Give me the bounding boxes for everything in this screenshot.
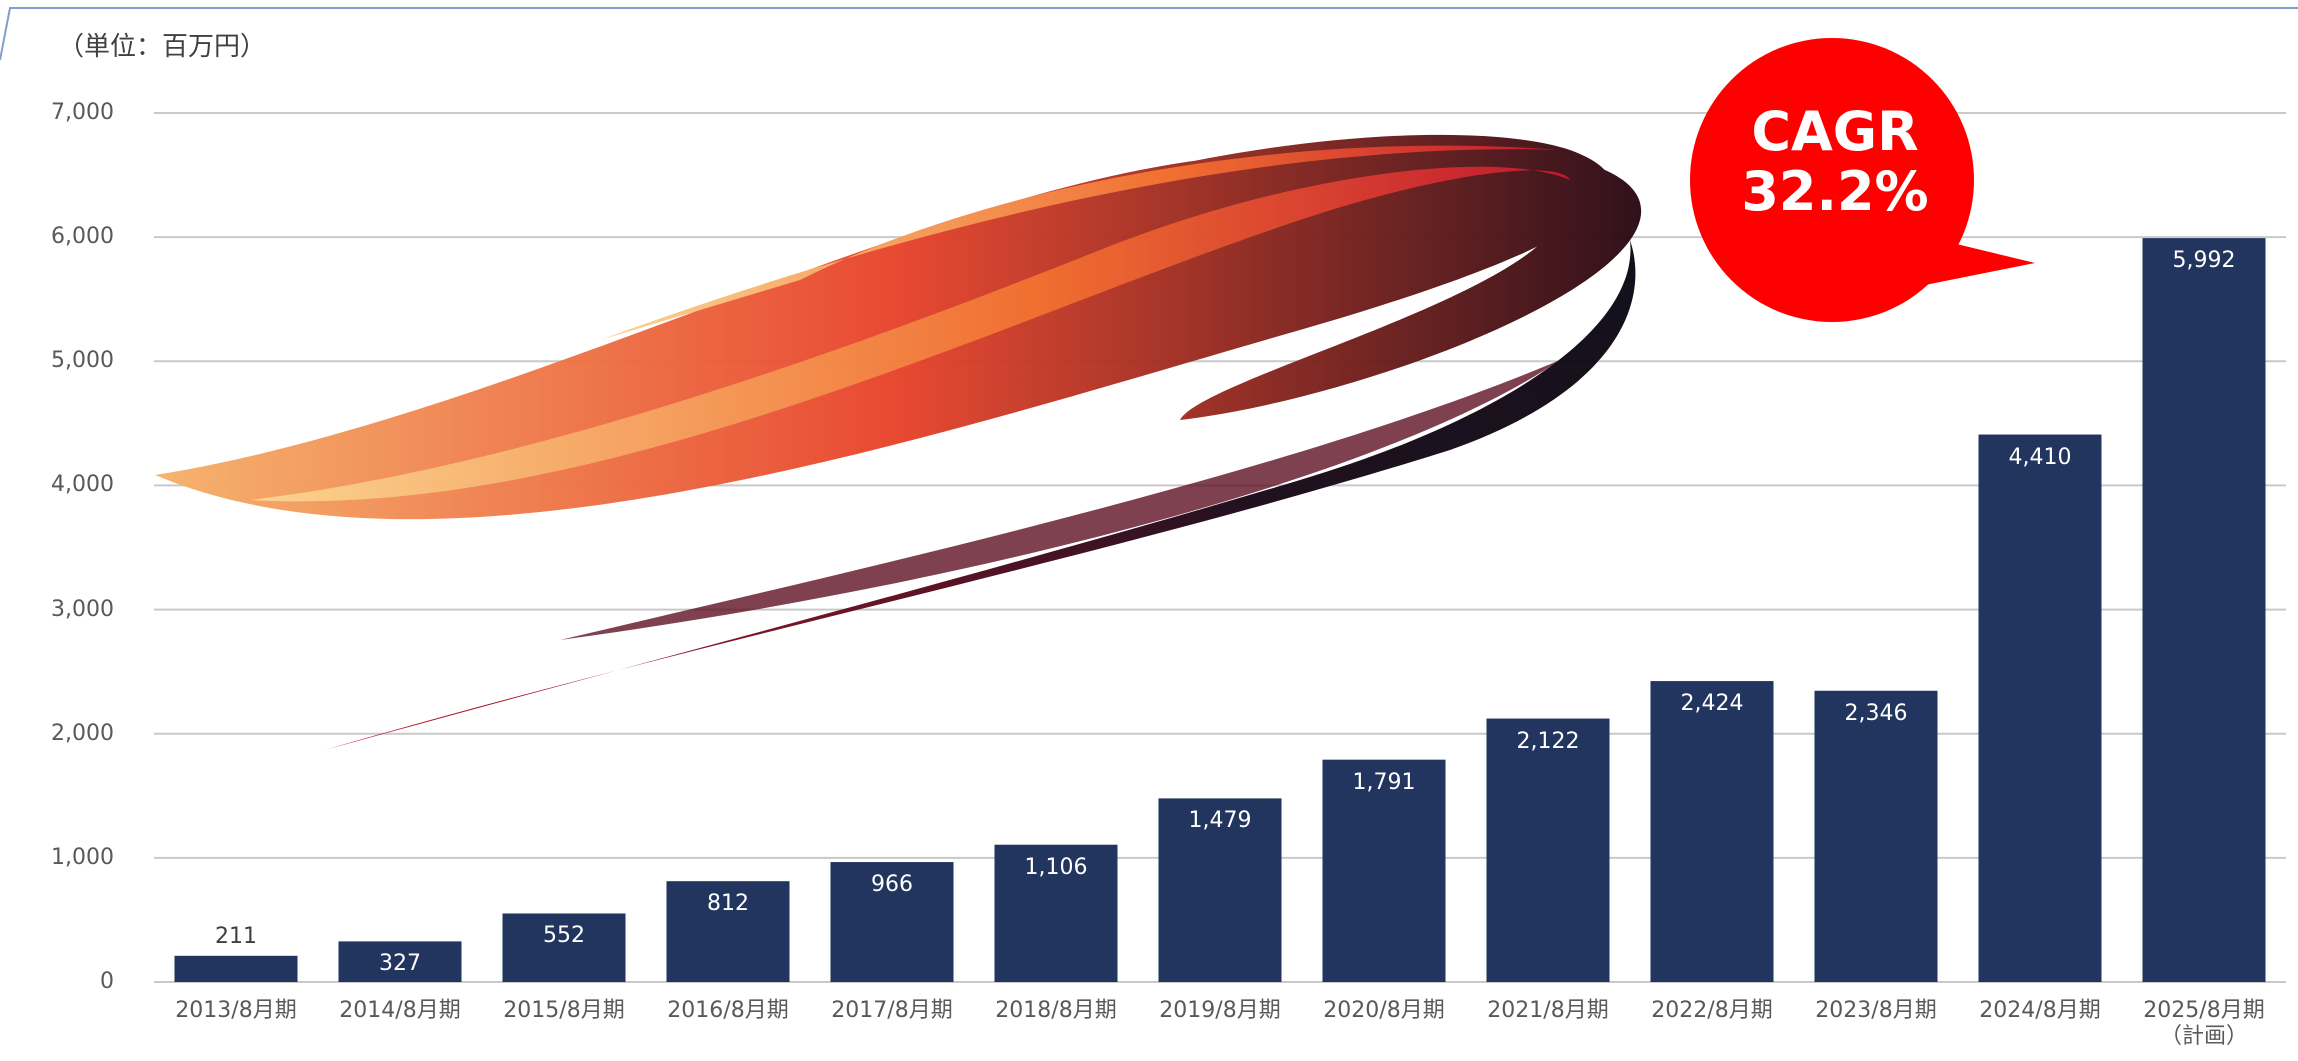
bubble-tail <box>1900 240 2035 290</box>
value-label: 1,791 <box>1352 769 1416 795</box>
bar <box>1158 798 1282 982</box>
y-tick-label: 0 <box>100 969 114 994</box>
y-tick-label: 5,000 <box>51 348 114 374</box>
unit-label: （単位：百万円） <box>58 32 267 62</box>
y-tick-label: 2,000 <box>51 720 114 746</box>
y-tick-label: 7,000 <box>51 100 114 125</box>
bar <box>338 941 462 982</box>
value-label: 1,106 <box>1024 854 1088 880</box>
x-tick-label: 2022/8月期 <box>1651 998 1773 1023</box>
value-label: 812 <box>707 891 749 917</box>
x-tick-label: 2014/8月期 <box>339 998 461 1023</box>
x-tick-label: 2015/8月期 <box>503 998 625 1023</box>
bar <box>1486 718 1610 982</box>
bar <box>1322 759 1446 982</box>
bar <box>994 844 1118 982</box>
bar <box>2142 238 2266 983</box>
value-label: 5,992 <box>2172 248 2236 274</box>
frame-line <box>0 7 2298 61</box>
y-tick-label: 6,000 <box>51 224 114 250</box>
x-tick-label: 2020/8月期 <box>1323 998 1445 1023</box>
bar <box>666 881 790 982</box>
y-tick-label: 3,000 <box>51 596 114 622</box>
value-label: 2,122 <box>1516 728 1580 754</box>
y-tick-label: 4,000 <box>51 472 114 498</box>
x-tick-label: 2018/8月期 <box>995 998 1117 1023</box>
bar <box>502 913 626 982</box>
x-tick-label: 2023/8月期 <box>1815 998 1937 1023</box>
bar <box>1978 434 2102 982</box>
swirl-band <box>155 134 1642 520</box>
swirl-band <box>250 166 1570 502</box>
value-label: 966 <box>871 872 913 898</box>
cagr-bubble <box>1690 38 2035 322</box>
bar <box>1650 681 1774 982</box>
x-tick-label: 2024/8月期 <box>1979 998 2101 1023</box>
decoration <box>155 134 1642 750</box>
x-tick-label: 2017/8月期 <box>831 998 953 1023</box>
bar <box>1814 690 1938 982</box>
bar <box>830 862 954 982</box>
x-tick-label: 2013/8月期 <box>175 998 297 1023</box>
x-tick-label: 2025/8月期 （計画） <box>2143 998 2265 1049</box>
value-label: 2,424 <box>1680 691 1744 717</box>
value-label: 327 <box>379 951 421 977</box>
x-tick-label: 2019/8月期 <box>1159 998 1281 1023</box>
value-label: 552 <box>543 923 585 949</box>
annotation: CAGR 32.2% <box>1741 100 1929 223</box>
y-tick-label: 1,000 <box>51 844 114 870</box>
x-tick-label: 2021/8月期 <box>1487 998 1609 1023</box>
value-label: 211 <box>215 923 257 949</box>
bar <box>174 955 298 982</box>
x-tick-label: 2016/8月期 <box>667 998 789 1023</box>
value-label: 1,479 <box>1188 808 1252 834</box>
value-label: 4,410 <box>2008 444 2072 470</box>
bubble <box>1690 38 1974 322</box>
value-label: 2,346 <box>1844 700 1908 726</box>
